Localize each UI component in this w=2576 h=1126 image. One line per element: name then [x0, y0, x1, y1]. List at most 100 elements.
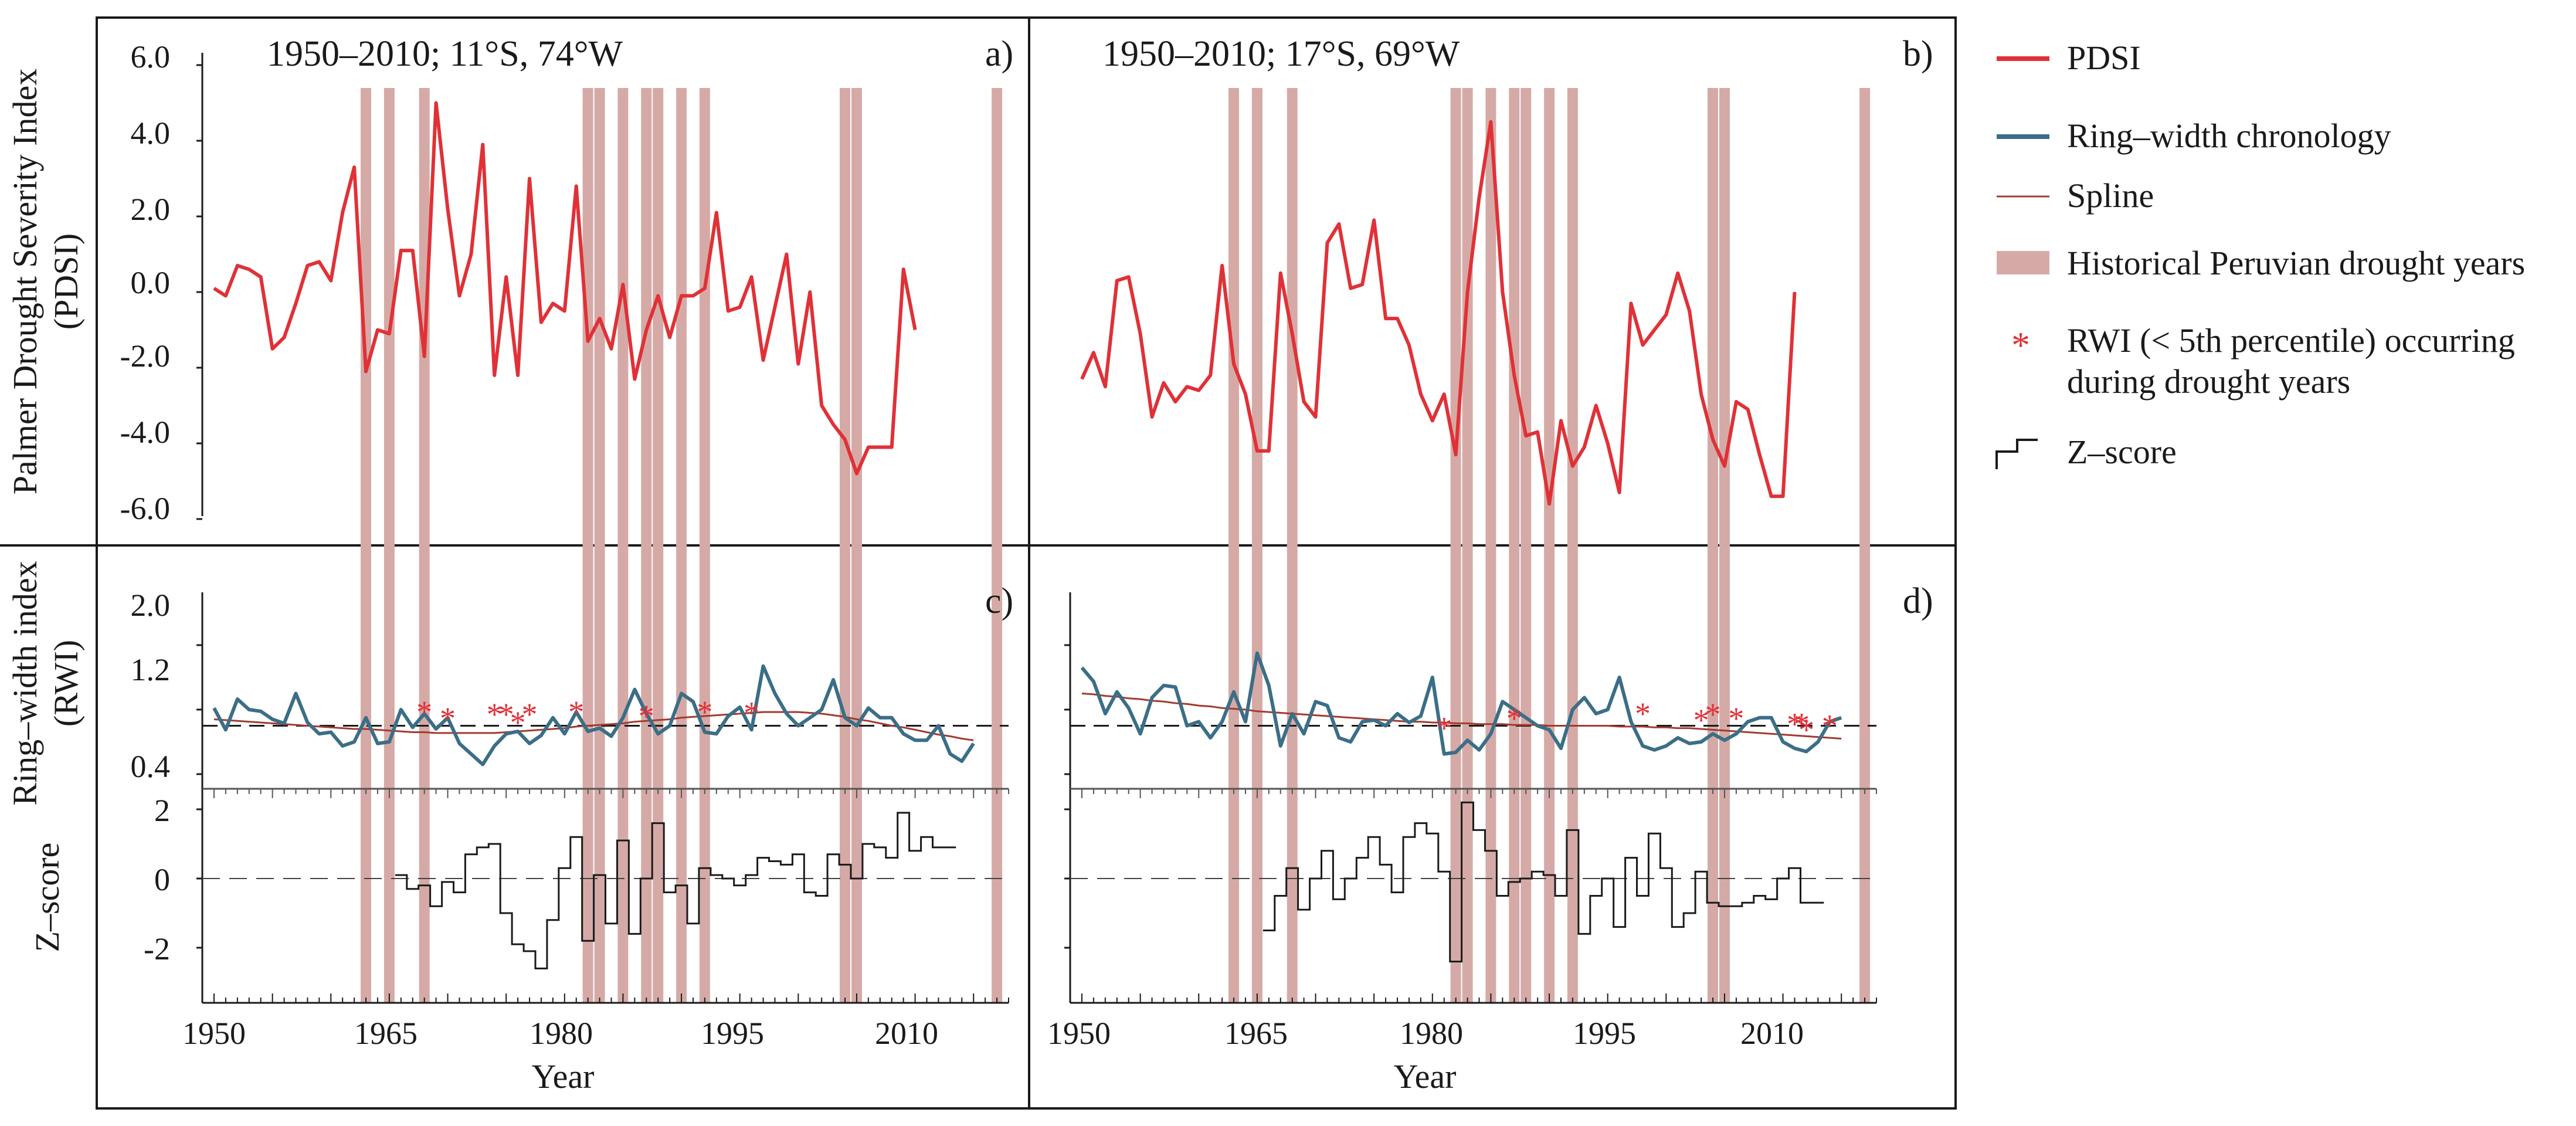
panel-c-label: c): [985, 581, 1013, 621]
x-tick-label: 1950: [1047, 1016, 1111, 1051]
drought-bar: [641, 88, 652, 1003]
rwi-star: *: [416, 694, 432, 730]
pdsi-tick-label: 0.0: [131, 265, 171, 300]
rwi-star: *: [1787, 707, 1803, 742]
pdsi-tick-label: -6.0: [120, 491, 170, 526]
rwi-star: *: [697, 694, 712, 730]
drought-bar: [1228, 88, 1239, 1003]
rwi-star: *: [568, 694, 584, 730]
x-tick-label: 1965: [1224, 1016, 1288, 1051]
legend-zscore-label: Z–score: [2067, 433, 2177, 471]
rwi-star: *: [1794, 707, 1810, 742]
rwi-star: *: [487, 697, 503, 732]
rwi-line: [212, 664, 975, 767]
rwi-star: *: [744, 695, 759, 730]
drought-bar: [676, 88, 687, 1003]
x-tick-label: 1965: [354, 1016, 418, 1051]
pdsi-tick-label: -4.0: [120, 415, 170, 450]
rwi-star: *: [1728, 701, 1744, 736]
drought-bar: [1859, 88, 1871, 1003]
drought-bar: [992, 88, 1003, 1003]
rwi-axis-title: Ring–width index: [6, 561, 44, 805]
pdsi-tick-label: 6.0: [131, 39, 171, 74]
drought-bar: [653, 88, 664, 1003]
drought-bar: [361, 88, 371, 1003]
panel-d-label: d): [1903, 581, 1933, 621]
x-tick-label: 1950: [182, 1016, 246, 1051]
panel-a-label: a): [985, 34, 1013, 74]
rwi-star: *: [1635, 696, 1651, 731]
rwi-tick-label: 2.0: [131, 588, 171, 623]
drought-bar: [1450, 88, 1461, 1003]
rwi-star: *: [522, 697, 538, 732]
z-score-step: [395, 812, 956, 969]
pdsi-tick-label: 4.0: [131, 116, 171, 151]
drought-bar: [1719, 88, 1730, 1003]
z-axis-title: Z–score: [28, 843, 66, 952]
x-axis-title-right: Year: [1394, 1057, 1457, 1096]
drought-bar: [1509, 88, 1520, 1003]
legend-drought-swatch: [1997, 251, 2049, 274]
pdsi-line-b: [1080, 120, 1797, 506]
legend-zscore-icon: [1995, 439, 2038, 469]
x-tick-label: 1980: [530, 1016, 593, 1051]
pdsi-tick-label: -2.0: [120, 338, 170, 374]
x-tick-label: 1995: [701, 1016, 764, 1051]
pdsi-axis-title: (PDSI): [47, 233, 85, 330]
drought-bar: [582, 88, 593, 1003]
legend-pdsi-label: PDSI: [2067, 39, 2141, 77]
drought-bar: [840, 88, 850, 1003]
drought-bar: [1462, 88, 1473, 1003]
rwi-star: *: [1798, 712, 1814, 747]
drought-bar: [699, 88, 710, 1003]
pdsi-axis-title: Palmer Drought Severity Index: [6, 69, 44, 494]
rwi-star: *: [1693, 703, 1709, 738]
x-tick-label: 1995: [1573, 1016, 1636, 1051]
z-tick-label: 0: [154, 862, 170, 897]
legend-star-icon: *: [2011, 324, 2030, 366]
legend-rwi-label: Ring–width chronology: [2067, 117, 2391, 155]
rwi-star: *: [1705, 697, 1721, 732]
legend: PDSI Ring–width chronology Spline Histor…: [1995, 39, 2525, 471]
rwi-star: *: [639, 698, 654, 734]
drought-bar: [851, 88, 862, 1003]
tick-marks: [196, 64, 1877, 1003]
pdsi-tick-label: 2.0: [131, 192, 171, 227]
rwi-stars: * * **** * * * * * * * ** * *** *: [416, 694, 1838, 747]
drought-bar: [1287, 88, 1298, 1003]
series-lines: [202, 101, 1876, 969]
drought-bar: [1567, 88, 1578, 1003]
x-tick-label: 1980: [1400, 1016, 1463, 1051]
rwi-axis-title: (RWI): [47, 640, 85, 727]
x-tick-labels: 1950 1965 1980 1995 2010 1950 1965 1980 …: [182, 1016, 1804, 1051]
rwi-star: *: [1506, 701, 1522, 736]
legend-stars-label: RWI (< 5th percentile) occurring: [2067, 321, 2515, 359]
drought-bar: [1708, 88, 1718, 1003]
panel-b-label: b): [1903, 34, 1933, 74]
panel-a-title: 1950–2010; 11°S, 74°W: [267, 34, 623, 74]
rwi-star: *: [1822, 708, 1838, 743]
x-axis-title-left: Year: [532, 1057, 595, 1096]
drought-bar: [383, 88, 395, 1003]
drought-bar: [1251, 88, 1262, 1003]
rwi-tick-label: 0.4: [131, 749, 171, 784]
rwi-line: [1080, 651, 1842, 756]
panel-b-title: 1950–2010; 17°S, 69°W: [1102, 34, 1460, 74]
drought-bar: [1521, 88, 1532, 1003]
rwi-star: *: [510, 705, 526, 740]
drought-bar: [1485, 88, 1496, 1003]
legend-spline-label: Spline: [2067, 177, 2154, 215]
legend-stars-label: during drought years: [2067, 362, 2350, 401]
rwi-spline: [1081, 693, 1842, 740]
drought-bar: [617, 88, 629, 1003]
y-tick-labels: 6.0 4.0 2.0 0.0 -2.0 -4.0 -6.0 2.0 1.2 0…: [120, 39, 170, 966]
drought-bar: [419, 88, 430, 1003]
axes: [201, 53, 1876, 1004]
z-tick-label: -2: [144, 931, 170, 966]
x-tick-label: 2010: [875, 1016, 938, 1051]
drought-bar: [594, 88, 605, 1003]
legend-drought-label: Historical Peruvian drought years: [2067, 244, 2525, 282]
rwi-star: *: [498, 697, 514, 732]
pdsi-line-a: [213, 101, 917, 476]
